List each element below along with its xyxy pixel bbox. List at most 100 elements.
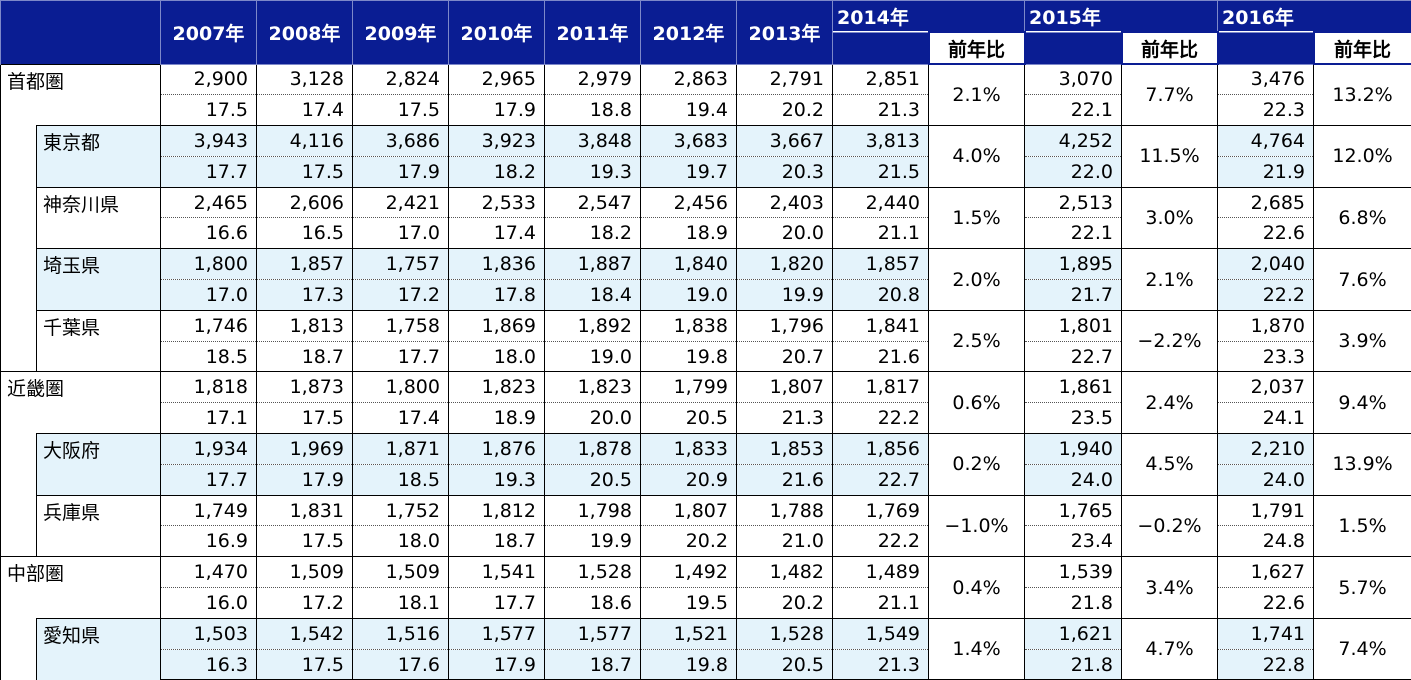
value-cell: 1,577 [449, 618, 545, 649]
age-cell: 21.1 [833, 588, 929, 619]
value-cell: 3,667 [737, 126, 833, 157]
yoy-cell: 7.7% [1122, 64, 1218, 126]
age-cell: 23.3 [1218, 341, 1314, 372]
age-cell: 18.5 [353, 464, 449, 495]
value-cell: 2,456 [641, 187, 737, 218]
value-cell: 1,807 [641, 495, 737, 526]
age-cell: 20.7 [737, 341, 833, 372]
age-cell: 18.5 [161, 341, 257, 372]
value-cell: 1,741 [1218, 618, 1314, 649]
yoy-cell: 0.4% [929, 557, 1025, 619]
age-cell: 17.2 [257, 588, 353, 619]
yoy-cell: 11.5% [1122, 126, 1218, 188]
age-cell: 19.8 [641, 649, 737, 680]
value-cell: 1,746 [161, 310, 257, 341]
header-year-2007: 2007年 [161, 1, 257, 65]
age-cell: 21.5 [833, 156, 929, 187]
value-cell: 1,813 [257, 310, 353, 341]
age-cell: 21.3 [833, 649, 929, 680]
value-cell: 2,606 [257, 187, 353, 218]
age-cell: 17.7 [449, 588, 545, 619]
value-cell: 1,765 [1025, 495, 1122, 526]
value-cell: 1,489 [833, 557, 929, 588]
age-cell: 22.0 [1025, 156, 1122, 187]
value-cell: 1,823 [449, 372, 545, 403]
value-cell: 1,836 [449, 249, 545, 280]
age-cell: 17.0 [161, 280, 257, 311]
age-cell: 19.8 [641, 341, 737, 372]
prefecture-name: 埼玉県 [37, 249, 161, 311]
yoy-cell: 2.1% [1122, 249, 1218, 311]
age-cell: 23.5 [1025, 403, 1122, 434]
yoy-cell: 4.5% [1122, 434, 1218, 496]
value-cell: 1,757 [353, 249, 449, 280]
age-cell: 21.8 [1025, 588, 1122, 619]
value-cell: 1,528 [737, 618, 833, 649]
age-cell: 18.7 [449, 526, 545, 557]
age-cell: 18.0 [353, 526, 449, 557]
value-cell: 1,878 [545, 434, 641, 465]
value-cell: 1,800 [161, 249, 257, 280]
yoy-cell: 1.4% [929, 618, 1025, 680]
value-cell: 2,547 [545, 187, 641, 218]
age-cell: 19.0 [545, 341, 641, 372]
age-cell: 18.8 [545, 95, 641, 126]
value-cell: 1,869 [449, 310, 545, 341]
value-cell: 1,841 [833, 310, 929, 341]
age-cell: 22.7 [833, 464, 929, 495]
age-cell: 20.5 [545, 464, 641, 495]
age-cell: 22.7 [1025, 341, 1122, 372]
age-cell: 17.5 [257, 156, 353, 187]
value-cell: 1,876 [449, 434, 545, 465]
value-cell: 1,873 [257, 372, 353, 403]
value-cell: 1,528 [545, 557, 641, 588]
yoy-cell: 13.2% [1314, 64, 1411, 126]
age-cell: 17.7 [161, 464, 257, 495]
age-cell: 17.4 [353, 403, 449, 434]
age-cell: 20.0 [545, 403, 641, 434]
value-cell: 2,685 [1218, 187, 1314, 218]
age-cell: 17.5 [257, 649, 353, 680]
value-cell: 4,116 [257, 126, 353, 157]
age-cell: 17.3 [257, 280, 353, 311]
region-name: 近畿圏 [1, 372, 161, 434]
age-cell: 18.6 [545, 588, 641, 619]
yoy-cell: 13.9% [1314, 434, 1411, 496]
header-2015-under [1025, 32, 1122, 64]
yoy-cell: 12.0% [1314, 126, 1411, 188]
value-cell: 3,128 [257, 64, 353, 95]
age-cell: 19.9 [545, 526, 641, 557]
value-cell: 1,840 [641, 249, 737, 280]
age-cell: 17.9 [449, 95, 545, 126]
yoy-cell: −2.2% [1122, 310, 1218, 372]
value-cell: 1,807 [737, 372, 833, 403]
age-cell: 20.9 [641, 464, 737, 495]
value-cell: 1,856 [833, 434, 929, 465]
age-cell: 20.2 [737, 95, 833, 126]
yoy-cell: 2.4% [1122, 372, 1218, 434]
value-cell: 3,923 [449, 126, 545, 157]
indent-cell [1, 495, 37, 557]
age-cell: 17.1 [161, 403, 257, 434]
value-cell: 1,892 [545, 310, 641, 341]
yoy-cell: 4.7% [1122, 618, 1218, 680]
yoy-cell: 2.0% [929, 249, 1025, 311]
value-cell: 1,823 [545, 372, 641, 403]
value-cell: 1,521 [641, 618, 737, 649]
yoy-cell: 2.5% [929, 310, 1025, 372]
age-cell: 21.9 [1218, 156, 1314, 187]
value-cell: 2,403 [737, 187, 833, 218]
value-cell: 3,813 [833, 126, 929, 157]
age-cell: 22.2 [833, 403, 929, 434]
region-name: 首都圏 [1, 64, 161, 126]
header-year-2016: 2016年 [1218, 1, 1411, 33]
header-year-2014: 2014年 [833, 1, 1025, 33]
header-year-2010: 2010年 [449, 1, 545, 65]
age-cell: 24.1 [1218, 403, 1314, 434]
age-cell: 17.9 [353, 156, 449, 187]
prefecture-name: 愛知県 [37, 618, 161, 680]
value-cell: 1,799 [641, 372, 737, 403]
